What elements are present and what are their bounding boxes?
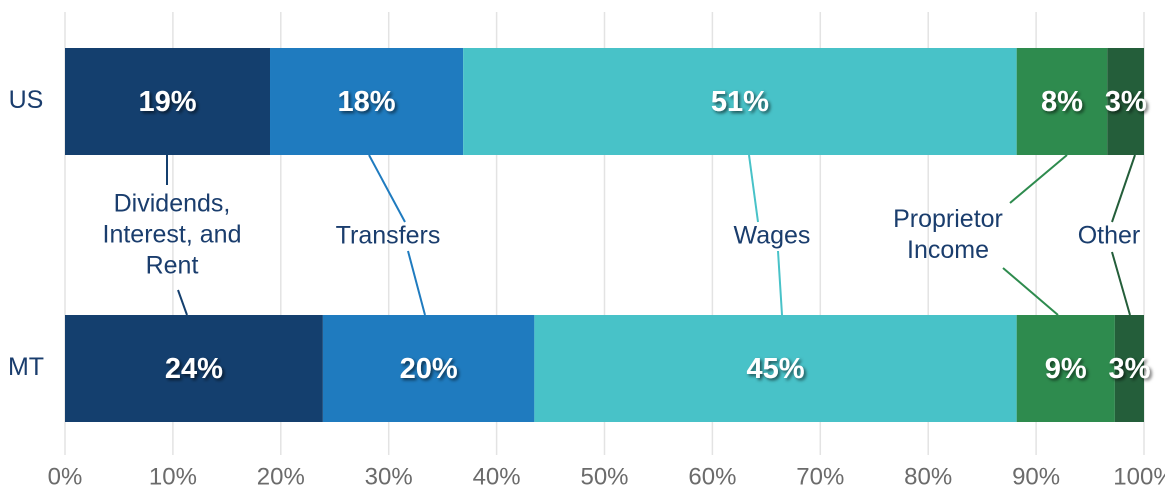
x-tick-label: 50%: [580, 463, 628, 490]
leader-line: [177, 289, 188, 316]
data-label: 19%: [138, 86, 196, 118]
x-tick-label: 0%: [48, 463, 83, 490]
x-tick-label: 10%: [149, 463, 197, 490]
category-label: US: [9, 86, 44, 114]
x-tick-label: 20%: [257, 463, 305, 490]
bar-segment: [1107, 48, 1144, 155]
bar-segment: [1114, 315, 1144, 422]
leader-line: [1111, 154, 1136, 223]
data-label: 51%: [711, 86, 769, 118]
data-label: 9%: [1045, 353, 1087, 385]
series-label: Wages: [733, 221, 811, 250]
category-label: MT: [8, 353, 44, 381]
data-label: 18%: [338, 86, 396, 118]
leader-line: [748, 154, 759, 223]
data-label: 45%: [746, 353, 804, 385]
leader-line: [777, 250, 783, 316]
bar-segment: [1016, 48, 1108, 155]
series-label: Proprietor Income: [893, 205, 1003, 264]
x-tick-label: 80%: [904, 463, 952, 490]
data-label: 3%: [1108, 353, 1150, 385]
series-label: Transfers: [335, 221, 441, 250]
bar-segment: [65, 315, 323, 422]
x-tick-label: 70%: [796, 463, 844, 490]
data-label: 8%: [1041, 86, 1083, 118]
data-label: 3%: [1105, 86, 1147, 118]
bar-segment: [463, 48, 1017, 155]
data-label: 24%: [165, 353, 223, 385]
leader-line: [407, 250, 426, 316]
x-tick-label: 40%: [473, 463, 521, 490]
x-tick-label: 30%: [365, 463, 413, 490]
bar-segment: [65, 48, 271, 155]
bar-segment: [534, 315, 1017, 422]
x-tick-label: 60%: [688, 463, 736, 490]
data-label: 20%: [400, 353, 458, 385]
leader-line: [368, 154, 406, 223]
x-tick-label: 100%: [1113, 463, 1165, 490]
leader-line: [1002, 267, 1059, 316]
series-label: Other: [1077, 221, 1141, 250]
leader-line: [1111, 251, 1131, 316]
bar-segment: [270, 48, 464, 155]
bar-segment: [1016, 315, 1115, 422]
series-label: Dividends, Interest, and Rent: [102, 189, 242, 280]
bar-segment: [322, 315, 535, 422]
x-tick-label: 90%: [1012, 463, 1060, 490]
leader-line: [1009, 154, 1068, 204]
